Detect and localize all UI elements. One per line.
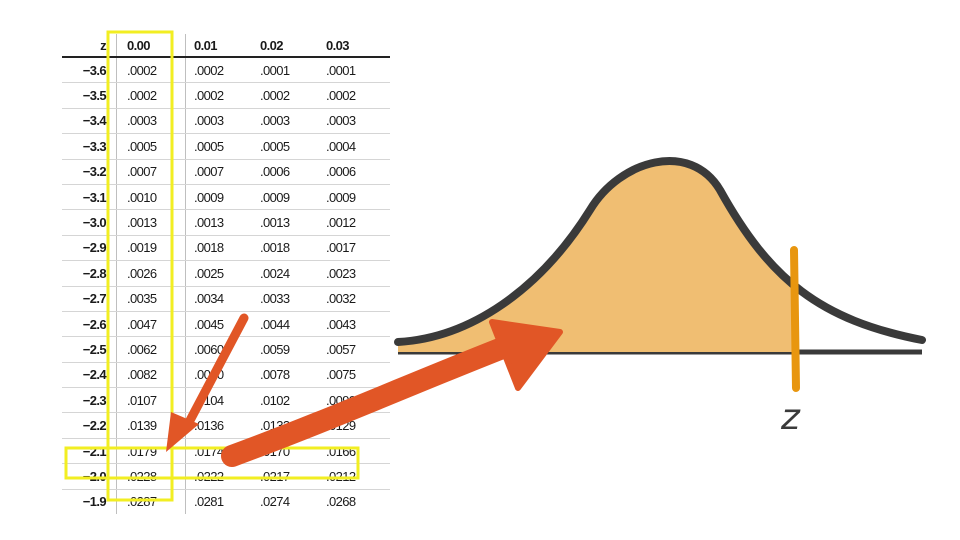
probability-cell: .0006 xyxy=(318,159,390,185)
probability-cell: .0075 xyxy=(318,362,390,389)
probability-cell: .0032 xyxy=(318,286,390,312)
probability-cell: .0002 xyxy=(318,82,390,109)
highlight-column-box xyxy=(106,30,174,502)
probability-cell: .0002 xyxy=(185,82,252,109)
probability-cell: .0044 xyxy=(252,311,318,338)
probability-cell: .0003 xyxy=(185,108,252,135)
probability-cell: .0035 xyxy=(116,286,186,312)
table-row: −2.7.0035.0034.0033.0032 xyxy=(62,286,390,312)
probability-cell: .0002 xyxy=(185,57,252,84)
z-table-header-0-01: 0.01 xyxy=(185,34,252,58)
z-value-cell: −2.7 xyxy=(62,286,117,312)
table-row: −3.0.0013.0013.0013.0012 xyxy=(62,209,390,236)
probability-cell: .0005 xyxy=(185,133,252,160)
probability-cell: .0287 xyxy=(116,489,186,515)
table-row: −3.5.0002.0002.0002.0002 xyxy=(62,82,390,109)
probability-cell: .0004 xyxy=(318,133,390,160)
probability-cell: .0059 xyxy=(252,336,318,363)
probability-cell: .0012 xyxy=(318,209,390,236)
probability-cell: .0047 xyxy=(116,311,186,338)
probability-cell: .0006 xyxy=(252,159,318,185)
probability-cell: .0043 xyxy=(318,311,390,338)
table-row: −3.4.0003.0003.0003.0003 xyxy=(62,108,390,135)
probability-cell: .0002 xyxy=(252,82,318,109)
probability-cell: .0013 xyxy=(185,209,252,236)
probability-cell: .0034 xyxy=(185,286,252,312)
probability-cell: .0026 xyxy=(116,260,186,287)
z-table-header-0-03: 0.03 xyxy=(318,34,390,58)
probability-cell: .0268 xyxy=(326,494,356,510)
z-table-header-0-00: 0.00 xyxy=(116,34,186,58)
probability-cell: .0009 xyxy=(318,184,390,211)
curved-arrow xyxy=(221,319,563,467)
table-row: −2.9.0019.0018.0018.0017 xyxy=(62,235,390,262)
probability-cell: .0102 xyxy=(252,387,318,414)
probability-cell: .0018 xyxy=(185,235,252,262)
probability-cell: .0082 xyxy=(116,362,186,389)
probability-cell: .0024 xyxy=(252,260,318,287)
probability-cell: .0009 xyxy=(185,184,252,211)
z-table-header-row: z 0.00 0.01 0.02 0.03 xyxy=(62,34,390,58)
table-row: −2.5.0062.0060.0059.0057 xyxy=(62,336,390,363)
probability-cell: .0274 xyxy=(260,494,290,510)
probability-cell: .0003 xyxy=(318,108,390,135)
probability-cell: .0002 xyxy=(116,82,186,109)
highlight-row-box xyxy=(64,446,360,480)
probability-cell: .0033 xyxy=(252,286,318,312)
z-table-header-0-02: 0.02 xyxy=(252,34,318,58)
probability-cell: .0009 xyxy=(252,184,318,211)
probability-cell: .0057 xyxy=(318,336,390,363)
probability-cell: .0017 xyxy=(318,235,390,262)
probability-cell: .0007 xyxy=(185,159,252,185)
z-marker-line xyxy=(790,246,800,392)
normal-curve-fill xyxy=(398,161,793,352)
probability-cell: .0001 xyxy=(252,57,318,84)
table-row: −3.6.0002.0002.0001.0001 xyxy=(62,57,390,84)
probability-cell: .0018 xyxy=(252,235,318,262)
probability-cell: .0019 xyxy=(116,235,186,262)
z-label: z xyxy=(781,397,800,438)
table-row: −3.1.0010.0009.0009.0009 xyxy=(62,184,390,211)
normal-curve-outline xyxy=(394,157,926,346)
probability-cell: .0002 xyxy=(116,57,186,84)
probability-cell: .0013 xyxy=(116,209,186,236)
probability-cell: .0005 xyxy=(116,133,186,160)
probability-cell: .0013 xyxy=(252,209,318,236)
probability-cell: .0025 xyxy=(185,260,252,287)
probability-cell: .0005 xyxy=(252,133,318,160)
probability-cell: .0007 xyxy=(116,159,186,185)
table-row: −3.2.0007.0007.0006.0006 xyxy=(62,159,390,185)
down-arrow xyxy=(166,313,249,452)
probability-cell: .0078 xyxy=(252,362,318,389)
probability-cell: .0023 xyxy=(318,260,390,287)
table-row: −2.6.0047.0045.0044.0043 xyxy=(62,311,390,338)
probability-cell: .0001 xyxy=(318,57,390,84)
probability-cell: .0107 xyxy=(116,387,186,414)
probability-cell: .0281 xyxy=(194,494,224,510)
probability-cell: .0166 xyxy=(318,438,390,465)
probability-cell: .0003 xyxy=(116,108,186,135)
probability-cell: .0062 xyxy=(116,336,186,363)
probability-cell: .0010 xyxy=(116,184,186,211)
probability-cell: .0003 xyxy=(252,108,318,135)
